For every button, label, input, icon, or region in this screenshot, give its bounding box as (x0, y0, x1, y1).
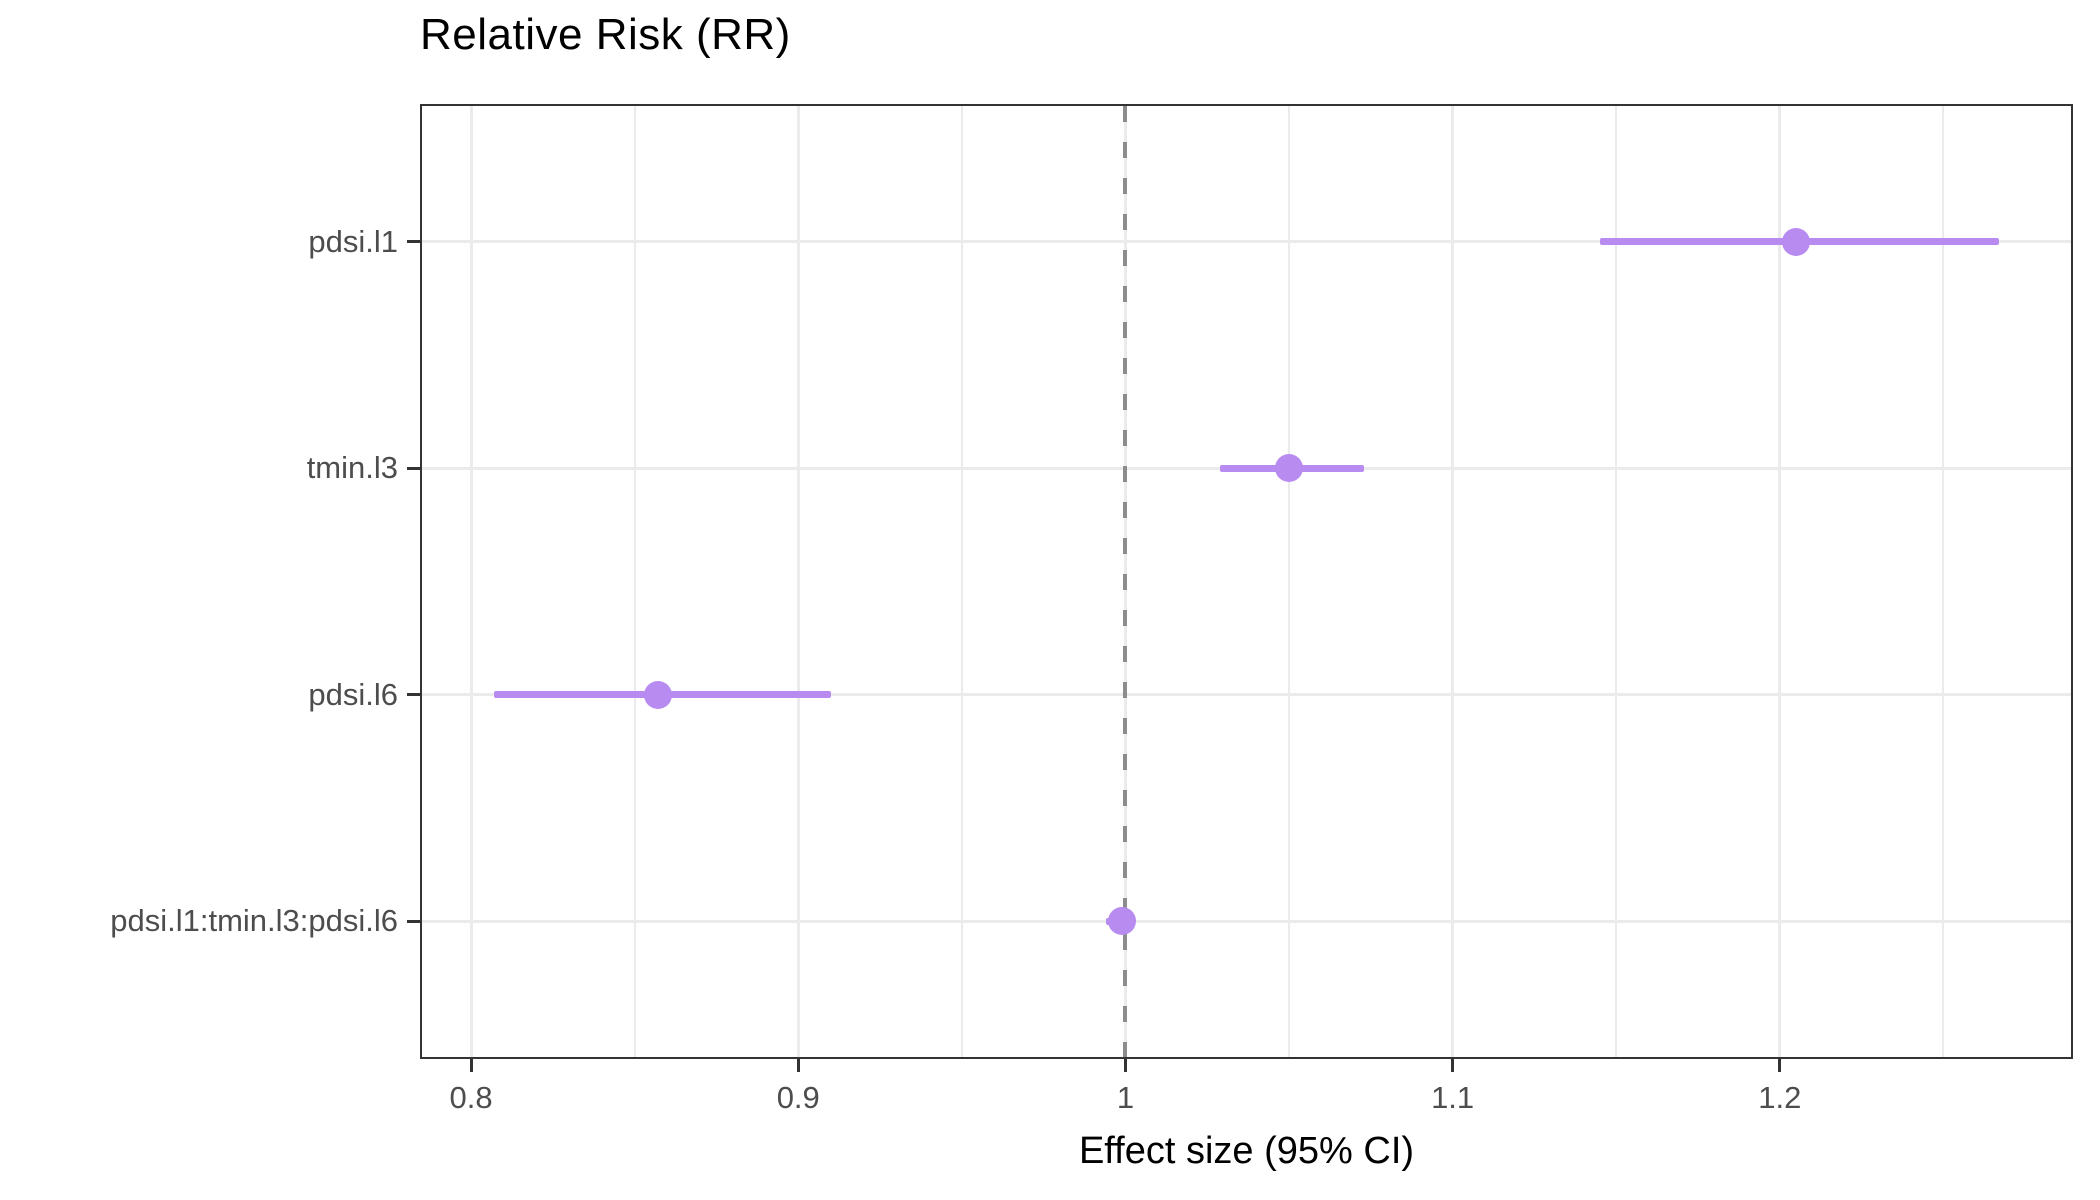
x-axis-title: Effect size (95% CI) (1078, 1130, 1415, 1172)
chart-title: Relative Risk (RR) (420, 10, 791, 59)
x-axis-tick-label: 1 (1116, 1080, 1135, 1115)
plot-panel (420, 104, 2073, 1059)
y-axis-tick (407, 693, 420, 697)
gridline-horizontal (422, 240, 2071, 244)
estimate-point (1108, 907, 1137, 936)
y-axis-category-label: tmin.l3 (306, 450, 398, 486)
x-axis-tick (796, 1059, 800, 1072)
estimate-point (1275, 454, 1304, 483)
gridline-vertical-major (1451, 106, 1455, 1057)
gridline-horizontal (422, 919, 2071, 923)
gridline-vertical-minor (1288, 106, 1291, 1057)
x-axis-tick (1123, 1059, 1127, 1072)
x-axis-tick (469, 1059, 473, 1072)
x-axis-tick (1778, 1059, 1782, 1072)
gridline-vertical-minor (960, 106, 963, 1057)
gridline-vertical-minor (1615, 106, 1618, 1057)
gridline-vertical-major (469, 106, 473, 1057)
x-axis-tick-label: 0.8 (449, 1080, 493, 1115)
gridline-vertical-major (796, 106, 800, 1057)
x-axis-tick-label: 1.2 (1758, 1080, 1802, 1115)
x-axis-tick-label: 0.9 (776, 1080, 820, 1115)
gridline-vertical-minor (633, 106, 636, 1057)
gridline-vertical-major (1778, 106, 1782, 1057)
y-axis-tick (407, 919, 420, 923)
estimate-point (1782, 227, 1811, 256)
y-axis-tick (407, 466, 420, 470)
x-axis-tick-label: 1.1 (1431, 1080, 1475, 1115)
gridline-vertical-minor (1942, 106, 1945, 1057)
reference-line (1123, 106, 1128, 1057)
y-axis-category-label: pdsi.l1 (308, 223, 398, 259)
y-axis-tick (407, 240, 420, 244)
y-axis-category-label: pdsi.l6 (308, 676, 398, 712)
x-axis-tick (1451, 1059, 1455, 1072)
gridline-horizontal (422, 693, 2071, 697)
estimate-point (643, 680, 672, 709)
y-axis-category-label: pdsi.l1:tmin.l3:pdsi.l6 (110, 903, 398, 939)
